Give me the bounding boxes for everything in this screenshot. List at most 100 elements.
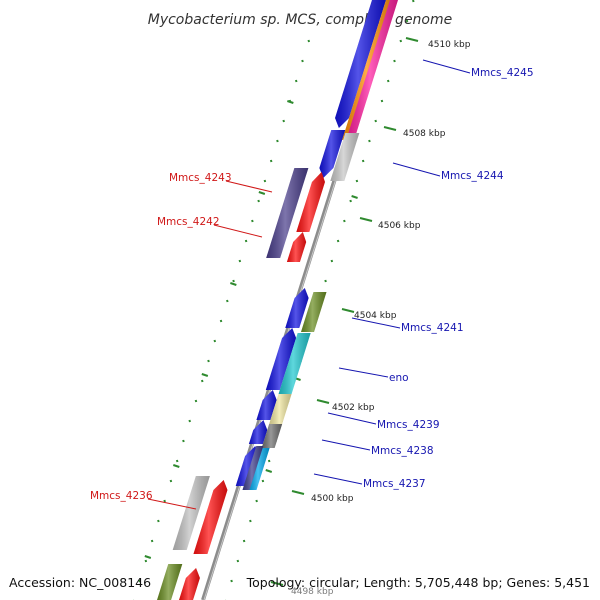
guide-dot-outer: [263, 179, 267, 183]
guide-dot-outer: [226, 299, 229, 303]
gene-label-text[interactable]: Mmcs_4243: [169, 172, 232, 184]
tick-label: 4510 kbp: [428, 40, 471, 50]
guide-dot-outer: [188, 419, 191, 423]
tick-mark: [341, 308, 355, 313]
guide-dot-inner: [393, 59, 396, 63]
guide-dot-outer: [294, 79, 298, 83]
tick-mark: [405, 37, 419, 42]
gene-label-text[interactable]: Mmcs_4242: [157, 216, 220, 228]
guide-dot-outer: [276, 139, 279, 143]
guide-dot-inner: [267, 459, 271, 463]
guide-dot-outer: [144, 559, 148, 563]
tick-label: 4502 kbp: [332, 403, 375, 413]
guide-dash-outer: [258, 191, 266, 195]
guide-dot-outer: [251, 219, 254, 223]
gene-label-text[interactable]: Mmcs_4239: [377, 419, 440, 431]
gene-label-mmcs-4244[interactable]: Mmcs_4244: [392, 162, 504, 182]
guide-dot-inner: [374, 119, 377, 123]
gene-label-mmcs-4239[interactable]: Mmcs_4239: [327, 412, 440, 431]
guide-dot-outer: [182, 439, 185, 443]
guide-dot-outer: [301, 59, 304, 63]
guide-dot-outer: [200, 379, 204, 383]
guide-dot-inner: [324, 279, 327, 283]
guide-dot-inner: [405, 19, 409, 23]
guide-dot-inner: [343, 219, 346, 223]
tick-mark: [270, 581, 284, 586]
guide-dot-inner: [380, 99, 384, 103]
guide-dot-inner: [236, 559, 240, 563]
gene-mmcs-4242-body[interactable]: [286, 232, 307, 262]
gene-labels: Mmcs_4245 Mmcs_4244 Mmcs_4243 Mmcs_4242 …: [90, 59, 534, 510]
guide-rings: [133, 0, 415, 600]
guide-dash-outer: [287, 100, 294, 104]
guide-dot-inner: [368, 139, 371, 143]
tick-label: 4500 kbp: [311, 494, 354, 504]
gene-label-mmcs-4245[interactable]: Mmcs_4245: [422, 59, 534, 79]
guide-dash-inner: [351, 195, 358, 199]
guide-dot-outer: [194, 399, 198, 403]
gene-label-mmcs-4243[interactable]: Mmcs_4243: [169, 172, 273, 193]
map-title: Mycobacterium sp. MCS, complete genome: [148, 12, 453, 28]
guide-dash-outer: [172, 464, 180, 468]
guide-dot-outer: [282, 119, 285, 123]
leader-line: [213, 224, 263, 238]
guide-dot-inner: [336, 239, 340, 243]
gene-label-mmcs-4238[interactable]: Mmcs_4238: [321, 439, 434, 457]
feature-olive-band-bottom[interactable]: [157, 564, 183, 600]
features-layer: [157, 0, 398, 600]
leader-line: [225, 180, 273, 193]
gene-label-mmcs-4241[interactable]: Mmcs_4241: [351, 317, 464, 334]
tick-4504: 4504 kbp: [341, 308, 397, 321]
gene-label-text[interactable]: Mmcs_4238: [371, 445, 434, 457]
guide-dot-inner: [355, 179, 359, 183]
tick-label: 4508 kbp: [403, 129, 446, 139]
guide-dash-outer: [144, 555, 152, 559]
guide-dot-outer: [138, 579, 141, 583]
gene-label-mmcs-4237[interactable]: Mmcs_4237: [313, 473, 426, 490]
guide-dot-outer: [232, 279, 235, 283]
guide-dot-inner: [255, 499, 258, 503]
tick-4506: 4506 kbp: [359, 217, 421, 231]
guide-dot-outer: [238, 259, 242, 263]
tick-mark: [291, 490, 305, 495]
gene-label-text[interactable]: Mmcs_4245: [471, 67, 534, 79]
guide-dash-outer: [230, 282, 237, 286]
leader-line: [321, 439, 371, 451]
tick-4510: 4510 kbp: [405, 37, 471, 50]
feature-red-band-bottom[interactable]: [179, 568, 200, 600]
accession-text: Accession: NC_008146: [9, 575, 151, 590]
gene-label-text[interactable]: Mmcs_4244: [441, 170, 504, 182]
tick-label: 4498 kbp: [291, 587, 334, 597]
guide-dot-inner: [386, 79, 390, 83]
gene-label-text[interactable]: Mmcs_4237: [363, 478, 426, 490]
guide-dot-inner: [399, 39, 403, 43]
gene-label-mmcs-4242[interactable]: Mmcs_4242: [157, 216, 263, 238]
guide-dot-outer: [257, 199, 260, 203]
guide-dot-inner: [330, 259, 334, 263]
gene-label-eno[interactable]: eno: [338, 367, 409, 384]
tick-mark: [383, 126, 397, 131]
guide-dot-inner: [230, 579, 233, 583]
gene-label-text[interactable]: eno: [389, 372, 409, 384]
guide-dash-inner: [265, 469, 273, 473]
guide-dot-outer: [175, 459, 179, 463]
guide-dot-outer: [169, 479, 173, 483]
leader-line: [147, 498, 197, 510]
leader-line: [327, 412, 377, 425]
leader-line: [351, 317, 401, 329]
guide-dot-inner: [242, 539, 246, 543]
guide-dot-outer: [157, 519, 160, 523]
tick-mark: [316, 399, 330, 404]
gene-label-text[interactable]: Mmcs_4236: [90, 490, 153, 502]
leader-line: [422, 59, 471, 74]
gene-label-text[interactable]: Mmcs_4241: [401, 322, 464, 334]
guide-dot-outer: [213, 339, 217, 343]
gene-label-mmcs-4236[interactable]: Mmcs_4236: [90, 490, 197, 510]
tick-mark: [359, 217, 373, 222]
scale-ticks: 4510 kbp 4508 kbp 4506 kbp 4504 kbp 4502…: [270, 37, 471, 597]
guide-dot-inner: [249, 519, 252, 523]
guide-dot-outer: [150, 539, 154, 543]
tick-label: 4504 kbp: [354, 311, 397, 321]
